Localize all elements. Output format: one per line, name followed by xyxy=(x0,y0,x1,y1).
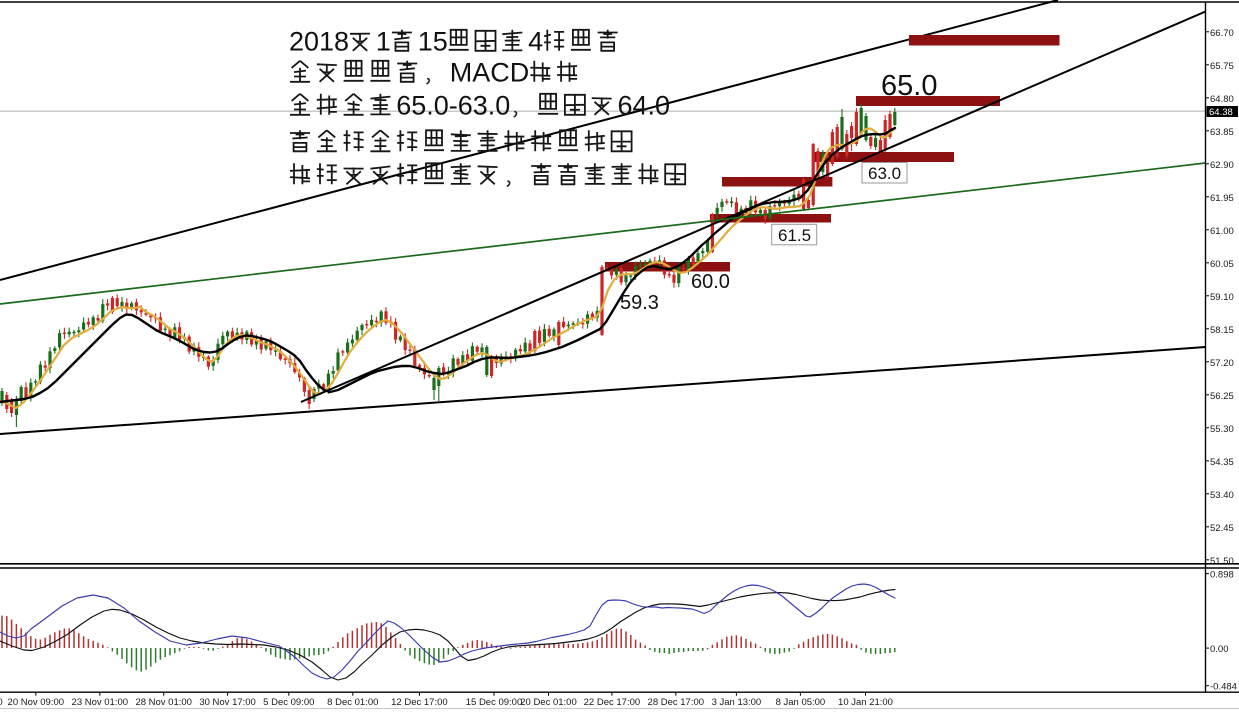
svg-text:61.00: 61.00 xyxy=(1210,226,1234,237)
svg-text:56.25: 56.25 xyxy=(1210,391,1234,402)
svg-text:22 Dec 17:00: 22 Dec 17:00 xyxy=(584,697,641,708)
svg-text:10 Jan 21:00: 10 Jan 21:00 xyxy=(838,697,893,708)
svg-text:59.10: 59.10 xyxy=(1210,292,1234,303)
svg-text:60.05: 60.05 xyxy=(1210,259,1234,270)
svg-text:52.45: 52.45 xyxy=(1210,523,1234,534)
svg-text:28 Dec 17:00: 28 Dec 17:00 xyxy=(648,697,705,708)
svg-text:62.90: 62.90 xyxy=(1210,160,1234,171)
svg-text:61.95: 61.95 xyxy=(1210,193,1234,204)
svg-text:0: 0 xyxy=(0,697,3,708)
svg-text:1: 1 xyxy=(376,27,391,57)
svg-text:15: 15 xyxy=(418,27,448,57)
svg-text:4: 4 xyxy=(528,27,543,57)
svg-text:3 Jan 13:00: 3 Jan 13:00 xyxy=(712,697,762,708)
svg-text:15 Dec 09:00: 15 Dec 09:00 xyxy=(466,697,523,708)
svg-text:2018: 2018 xyxy=(289,27,349,57)
svg-text:59.3: 59.3 xyxy=(620,292,659,314)
svg-text:8 Jan 05:00: 8 Jan 05:00 xyxy=(776,697,826,708)
svg-text:0.00: 0.00 xyxy=(1210,644,1229,655)
svg-text:0.898: 0.898 xyxy=(1210,570,1234,581)
svg-text:53.40: 53.40 xyxy=(1210,490,1234,501)
svg-text:64.80: 64.80 xyxy=(1210,94,1234,105)
svg-text:65.0-63.0: 65.0-63.0 xyxy=(396,91,510,121)
svg-text:51.50: 51.50 xyxy=(1210,556,1234,567)
svg-text:28 Nov 01:00: 28 Nov 01:00 xyxy=(135,697,192,708)
svg-text:58.15: 58.15 xyxy=(1210,325,1234,336)
svg-text:8 Dec 01:00: 8 Dec 01:00 xyxy=(327,697,378,708)
svg-text:MACD: MACD xyxy=(450,58,530,88)
svg-text:64.0: 64.0 xyxy=(618,91,671,121)
svg-text:63.0: 63.0 xyxy=(868,164,901,183)
svg-text:20 Dec 01:00: 20 Dec 01:00 xyxy=(520,697,577,708)
svg-text:23 Nov 01:00: 23 Nov 01:00 xyxy=(72,697,129,708)
svg-text:57.20: 57.20 xyxy=(1210,358,1234,369)
svg-text:30 Nov 17:00: 30 Nov 17:00 xyxy=(199,697,256,708)
svg-text:5 Dec 09:00: 5 Dec 09:00 xyxy=(263,697,314,708)
svg-text:60.0: 60.0 xyxy=(691,271,730,293)
svg-text:61.5: 61.5 xyxy=(778,226,811,245)
svg-text:54.35: 54.35 xyxy=(1210,457,1234,468)
svg-text:20 Nov 09:00: 20 Nov 09:00 xyxy=(8,697,65,708)
svg-text:65.75: 65.75 xyxy=(1210,61,1234,72)
svg-text:63.85: 63.85 xyxy=(1210,127,1234,138)
svg-text:55.30: 55.30 xyxy=(1210,424,1234,435)
svg-text:66.70: 66.70 xyxy=(1210,28,1234,39)
svg-text:65.0: 65.0 xyxy=(881,70,937,102)
svg-text:-0.484: -0.484 xyxy=(1210,682,1237,693)
svg-text:12 Dec 17:00: 12 Dec 17:00 xyxy=(391,697,448,708)
svg-text:64.38: 64.38 xyxy=(1209,107,1233,118)
